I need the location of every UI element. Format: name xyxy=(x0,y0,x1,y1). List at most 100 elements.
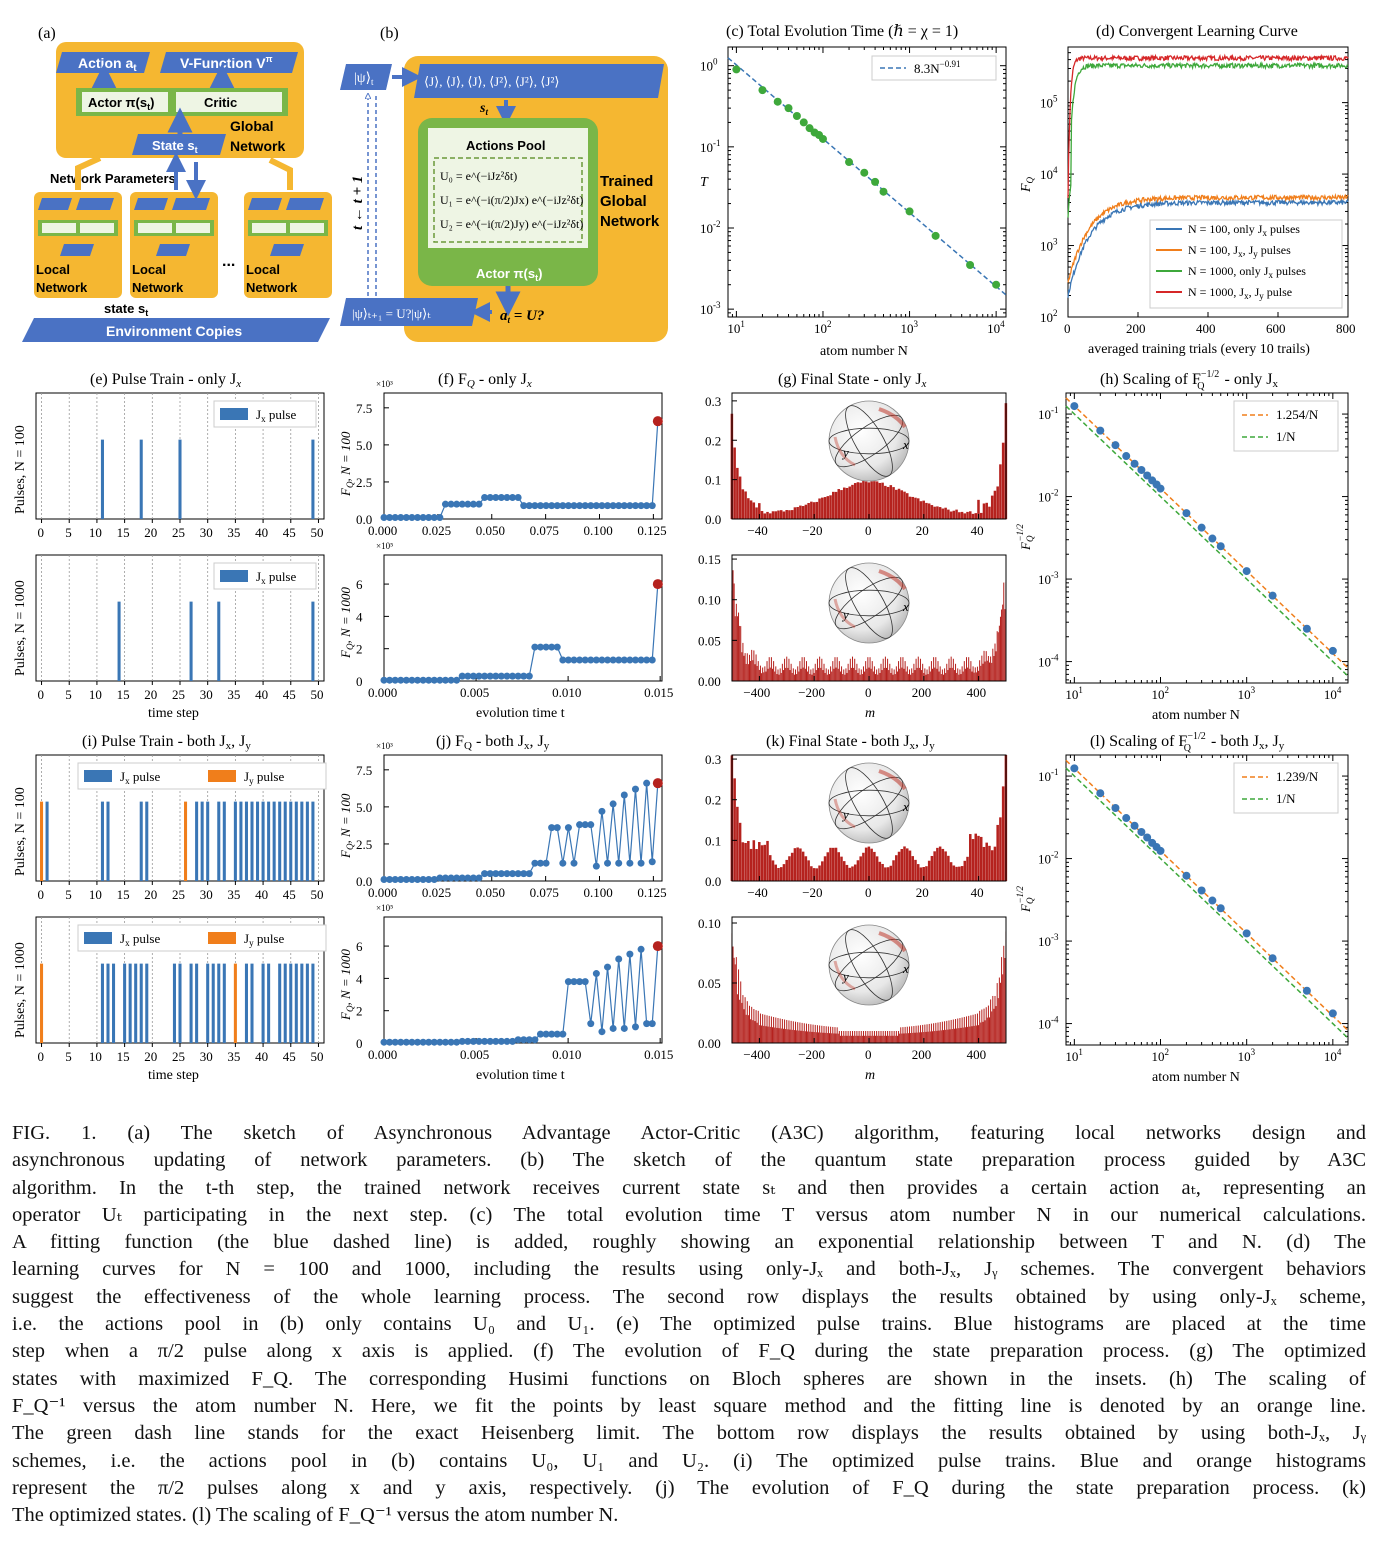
histogram-bar xyxy=(807,860,810,881)
chart-k1: −40 −20 0 20 400.00.10.20.3yx xyxy=(705,752,1008,900)
legend-box xyxy=(77,924,327,952)
histogram-bar xyxy=(786,656,788,681)
histogram-bar xyxy=(927,1031,929,1043)
caption-line: suggest the effectiveness of the whole l… xyxy=(12,1285,1366,1308)
tick-label: 104 xyxy=(1324,1047,1342,1064)
jx-pulse-bar xyxy=(189,963,193,1043)
tick-label: 40 xyxy=(255,687,268,702)
data-point xyxy=(1130,459,1139,468)
histogram-bar xyxy=(750,1019,752,1043)
jx-pulse-bar xyxy=(289,963,293,1043)
histogram-bar xyxy=(930,855,934,881)
histogram-bar xyxy=(845,668,847,681)
tick-label: 0.05 xyxy=(698,976,721,991)
histogram-bar xyxy=(979,1010,981,1043)
tick-label: 40 xyxy=(255,1049,268,1064)
fq-point xyxy=(436,676,444,684)
caption-line: i.e. the actions pool in (b) only contai… xyxy=(12,1313,1366,1336)
histogram-bar xyxy=(946,1020,948,1043)
tick-label: −400 xyxy=(743,685,770,700)
histogram-bar xyxy=(906,666,908,681)
tick-label: 40 xyxy=(971,523,984,538)
fq-point xyxy=(643,656,651,664)
histogram-bar xyxy=(777,867,780,881)
fq-point xyxy=(386,1038,394,1046)
y-axis-tail: , N = 1000 xyxy=(338,587,353,644)
histogram-bar xyxy=(833,668,835,681)
sphere-meridian xyxy=(845,567,893,639)
jx-pulse-bar xyxy=(217,801,221,881)
fq-point xyxy=(559,859,567,867)
histogram-bar xyxy=(864,847,868,881)
histogram-bar xyxy=(917,1025,919,1043)
fq-point xyxy=(559,1030,567,1038)
fq-point xyxy=(386,876,394,884)
histogram-bar xyxy=(778,1028,780,1043)
sphere-y-label: y xyxy=(841,445,849,460)
histogram-bar xyxy=(942,674,944,681)
histogram-bar xyxy=(1003,582,1005,681)
legend-label: Jy pulse xyxy=(244,769,284,786)
fq-point xyxy=(469,672,477,680)
histogram-bar xyxy=(818,1032,820,1043)
legend-sub: x xyxy=(1238,249,1243,259)
fq-point xyxy=(620,502,628,510)
histogram-bar xyxy=(853,864,857,881)
histogram-bar xyxy=(870,481,873,519)
tick-label: 0.00 xyxy=(698,674,721,689)
jx-pulse-bar xyxy=(100,801,104,881)
histogram-bar xyxy=(734,964,736,1043)
histogram-bar xyxy=(895,1031,897,1043)
fq-point xyxy=(542,643,550,651)
histogram-bar xyxy=(951,667,953,681)
histogram-bar xyxy=(977,835,980,881)
tick-label: 102 xyxy=(1040,308,1058,325)
tick-label: 104 xyxy=(1040,165,1058,182)
histogram-bar xyxy=(955,1019,957,1043)
histogram-bar xyxy=(989,662,991,681)
histogram-bar xyxy=(949,1029,951,1043)
jx-pulse-bar xyxy=(106,801,110,881)
histogram-bar xyxy=(879,672,881,681)
histogram-bar xyxy=(865,661,867,681)
histogram-bar xyxy=(735,603,737,681)
histogram-bar xyxy=(938,1030,940,1043)
fq-point xyxy=(391,1038,399,1046)
tick-label: −400 xyxy=(743,1047,770,1062)
fq-point xyxy=(436,514,444,522)
histogram-bar xyxy=(996,631,998,681)
tick-label: 35 xyxy=(227,1049,240,1064)
histogram-bar xyxy=(747,840,750,881)
fq-point xyxy=(430,1038,438,1046)
histogram-bar xyxy=(992,648,994,681)
data-point xyxy=(1208,896,1217,905)
fq-point xyxy=(604,859,612,867)
ellipsis: ... xyxy=(222,253,235,270)
histogram-bar xyxy=(928,666,930,681)
data-point xyxy=(799,118,808,127)
histogram-bar xyxy=(837,489,841,519)
histogram-bar xyxy=(823,1026,825,1043)
histogram-bar xyxy=(739,999,741,1043)
tick-label: 103 xyxy=(1238,1047,1256,1064)
histogram-bar xyxy=(741,1002,743,1043)
legend-tail: pulses xyxy=(1273,264,1306,278)
histogram-bar xyxy=(917,656,919,681)
tick-label: 101 xyxy=(727,319,745,336)
histogram-bar xyxy=(818,865,821,881)
histogram-bar xyxy=(944,1021,946,1043)
histogram-bar xyxy=(820,667,822,681)
histogram-bar xyxy=(749,500,753,519)
fq-point xyxy=(458,500,466,508)
legend-label: 1/N xyxy=(1276,791,1296,806)
tick-label: 25 xyxy=(172,525,185,540)
fq-point xyxy=(587,821,595,829)
histogram-bar xyxy=(779,1018,781,1043)
histogram-bar xyxy=(936,847,939,881)
histogram-bar xyxy=(802,667,804,681)
histogram-bar xyxy=(908,496,912,519)
tick-label: −40 xyxy=(747,523,767,538)
histogram-bar xyxy=(918,667,920,681)
fq-point xyxy=(581,502,589,510)
tick-label: 600 xyxy=(1266,321,1286,336)
